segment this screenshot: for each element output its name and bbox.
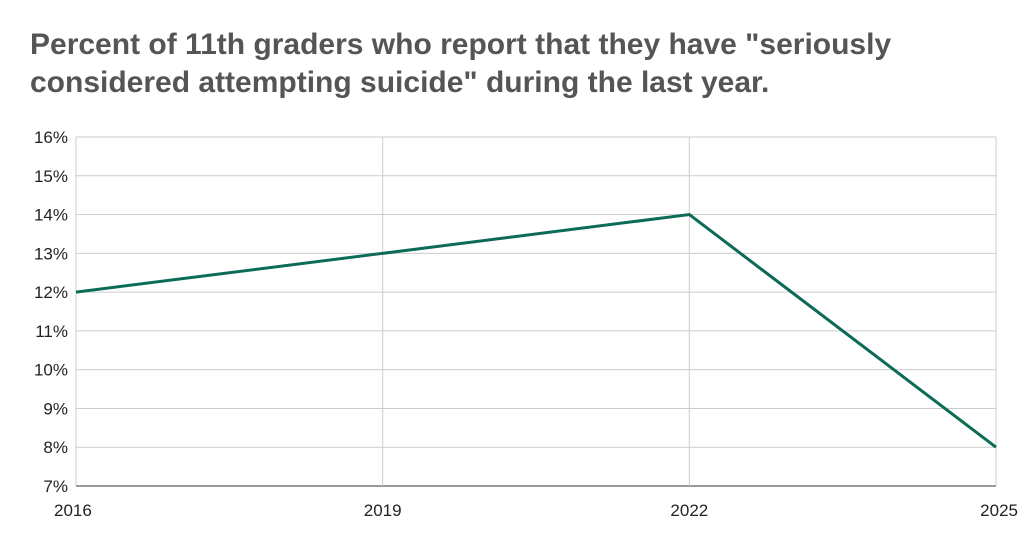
- chart-title-line-1: Percent of 11th graders who report that …: [30, 28, 892, 61]
- y-tick-label: 11%: [35, 322, 68, 341]
- y-tick-label: 16%: [34, 128, 68, 147]
- chart-title-line-2: considered attempting suicide" during th…: [30, 66, 770, 99]
- y-axis-ticks: 7% 8% 9% 10% 11% 12% 13% 14% 15% 16%: [34, 128, 68, 496]
- x-tick-label: 2025: [980, 501, 1018, 520]
- x-axis-ticks: 2016 2019 2022 2025: [54, 501, 1018, 520]
- x-tick-label: 2022: [670, 501, 708, 520]
- y-tick-label: 12%: [34, 283, 68, 302]
- chart-title: Percent of 11th graders who report that …: [30, 26, 990, 102]
- y-tick-label: 10%: [34, 361, 68, 380]
- series-line: [75, 213, 997, 449]
- y-tick-label: 9%: [43, 399, 68, 418]
- grid-lines: [75, 136, 997, 487]
- x-tick-label: 2019: [364, 501, 402, 520]
- y-tick-label: 15%: [34, 167, 68, 186]
- y-tick-label: 14%: [34, 206, 68, 225]
- x-tick-label: 2016: [54, 501, 92, 520]
- y-tick-label: 7%: [43, 477, 68, 496]
- y-tick-label: 8%: [43, 438, 68, 457]
- series-layer: [75, 213, 997, 449]
- y-tick-label: 13%: [34, 244, 68, 263]
